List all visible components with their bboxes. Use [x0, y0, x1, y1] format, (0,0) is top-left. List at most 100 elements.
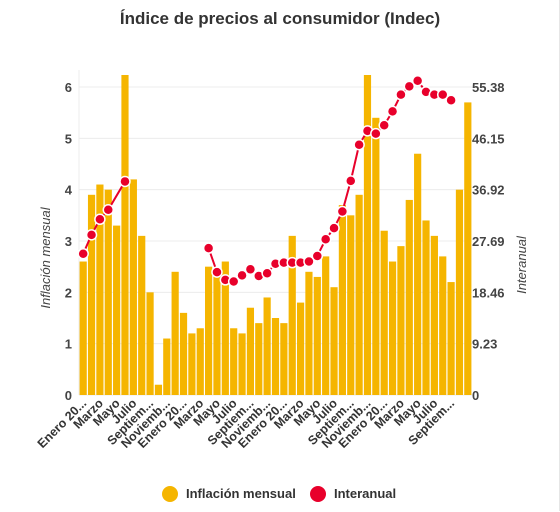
bar[interactable] — [338, 205, 346, 395]
bar[interactable] — [96, 184, 104, 395]
bar[interactable] — [380, 230, 388, 395]
y-right-ticks: 0 9.23 18.46 27.69 36.92 46.15 55.38 — [472, 80, 505, 403]
interanual-point[interactable] — [202, 242, 215, 254]
bar[interactable] — [121, 75, 129, 395]
y-right-tick: 55.38 — [472, 80, 505, 95]
interanual-point[interactable] — [386, 105, 399, 118]
bar[interactable] — [188, 333, 196, 395]
interanual-point[interactable] — [345, 175, 357, 187]
bar[interactable] — [238, 333, 246, 395]
bar[interactable] — [255, 323, 263, 395]
legend: Inflación mensual Interanual — [162, 486, 396, 502]
bar[interactable] — [455, 189, 464, 395]
y-left-axis-label: Inflación mensual — [38, 206, 53, 308]
y-right-tick: 36.92 — [472, 183, 505, 198]
interanual-point[interactable] — [227, 275, 240, 288]
bar[interactable] — [305, 271, 313, 395]
bars — [79, 75, 472, 396]
y-left-tick: 1 — [65, 337, 72, 352]
legend-marker-interanual[interactable] — [310, 486, 326, 502]
bar[interactable] — [288, 235, 296, 395]
bar[interactable] — [414, 153, 422, 395]
legend-marker-mensual[interactable] — [162, 486, 178, 502]
bar[interactable] — [113, 225, 121, 395]
bar[interactable] — [179, 312, 188, 395]
bar[interactable] — [221, 261, 229, 395]
bar[interactable] — [129, 179, 137, 395]
bar[interactable] — [246, 307, 255, 395]
interanual-point[interactable] — [102, 204, 115, 216]
bar[interactable] — [104, 189, 112, 395]
bar[interactable] — [430, 235, 438, 395]
interanual-point[interactable] — [244, 263, 257, 276]
interanual-point[interactable] — [411, 75, 424, 87]
bar[interactable] — [347, 215, 355, 395]
bar[interactable] — [388, 261, 397, 395]
bar[interactable] — [163, 338, 171, 395]
interanual-point[interactable] — [261, 267, 273, 279]
bar[interactable] — [79, 261, 87, 395]
interanual-point[interactable] — [119, 175, 131, 188]
bar[interactable] — [405, 199, 413, 395]
bar[interactable] — [213, 271, 221, 395]
interanual-line — [77, 75, 457, 288]
interanual-point[interactable] — [77, 247, 89, 260]
bar[interactable] — [171, 271, 179, 395]
bar[interactable] — [263, 297, 271, 395]
interanual-point[interactable] — [319, 233, 332, 246]
interanual-point[interactable] — [336, 205, 349, 218]
interanual-point[interactable] — [436, 88, 449, 101]
y-left-tick: 2 — [65, 285, 72, 300]
y-right-axis-label: Interanual — [514, 235, 529, 294]
interanual-point[interactable] — [211, 266, 223, 278]
interanual-point[interactable] — [236, 269, 248, 282]
y-right-tick: 27.69 — [472, 234, 505, 249]
bar[interactable] — [313, 276, 321, 395]
bar[interactable] — [87, 194, 96, 395]
bar[interactable] — [271, 318, 280, 395]
y-left-tick: 0 — [65, 388, 72, 403]
interanual-point[interactable] — [85, 229, 98, 241]
y-left-tick: 3 — [65, 234, 72, 249]
bar[interactable] — [397, 246, 405, 395]
y-left-tick: 4 — [65, 183, 73, 198]
interanual-point[interactable] — [94, 213, 106, 225]
x-ticks: Enero 20...MarzoMayoJulioSeptiem...Novie… — [35, 396, 458, 451]
interanual-point[interactable] — [395, 88, 407, 101]
interanual-point[interactable] — [353, 138, 365, 151]
interanual-point[interactable] — [403, 80, 416, 93]
legend-label-interanual[interactable]: Interanual — [334, 486, 396, 501]
bar[interactable] — [464, 102, 472, 396]
interanual-point[interactable] — [445, 94, 457, 106]
interanual-point[interactable] — [370, 127, 382, 140]
chart-title: Índice de precios al consumidor (Indec) — [119, 9, 441, 28]
bar[interactable] — [447, 282, 455, 395]
interanual-point[interactable] — [378, 119, 390, 132]
y-right-tick: 9.23 — [472, 337, 497, 352]
bar[interactable] — [205, 266, 213, 395]
bar[interactable] — [154, 384, 163, 395]
interanual-point[interactable] — [303, 255, 315, 268]
bar[interactable] — [230, 328, 238, 395]
bar[interactable] — [138, 235, 146, 395]
y-left-ticks: 0 1 2 3 4 5 6 — [65, 80, 73, 403]
bar[interactable] — [322, 256, 330, 395]
bar[interactable] — [280, 323, 288, 395]
bar[interactable] — [196, 328, 204, 395]
y-right-tick: 46.15 — [472, 131, 505, 146]
bar[interactable] — [439, 256, 447, 395]
bar[interactable] — [330, 287, 338, 395]
bar[interactable] — [355, 194, 363, 395]
bar[interactable] — [296, 302, 305, 395]
bar[interactable] — [422, 220, 430, 395]
y-left-tick: 5 — [65, 131, 72, 146]
bar[interactable] — [372, 117, 380, 396]
y-left-tick: 6 — [65, 80, 72, 95]
interanual-point[interactable] — [328, 222, 340, 234]
legend-label-mensual[interactable]: Inflación mensual — [186, 486, 296, 501]
bar[interactable] — [363, 75, 372, 395]
bar[interactable] — [146, 292, 154, 395]
y-right-tick: 18.46 — [472, 285, 505, 300]
interanual-point[interactable] — [311, 250, 324, 262]
